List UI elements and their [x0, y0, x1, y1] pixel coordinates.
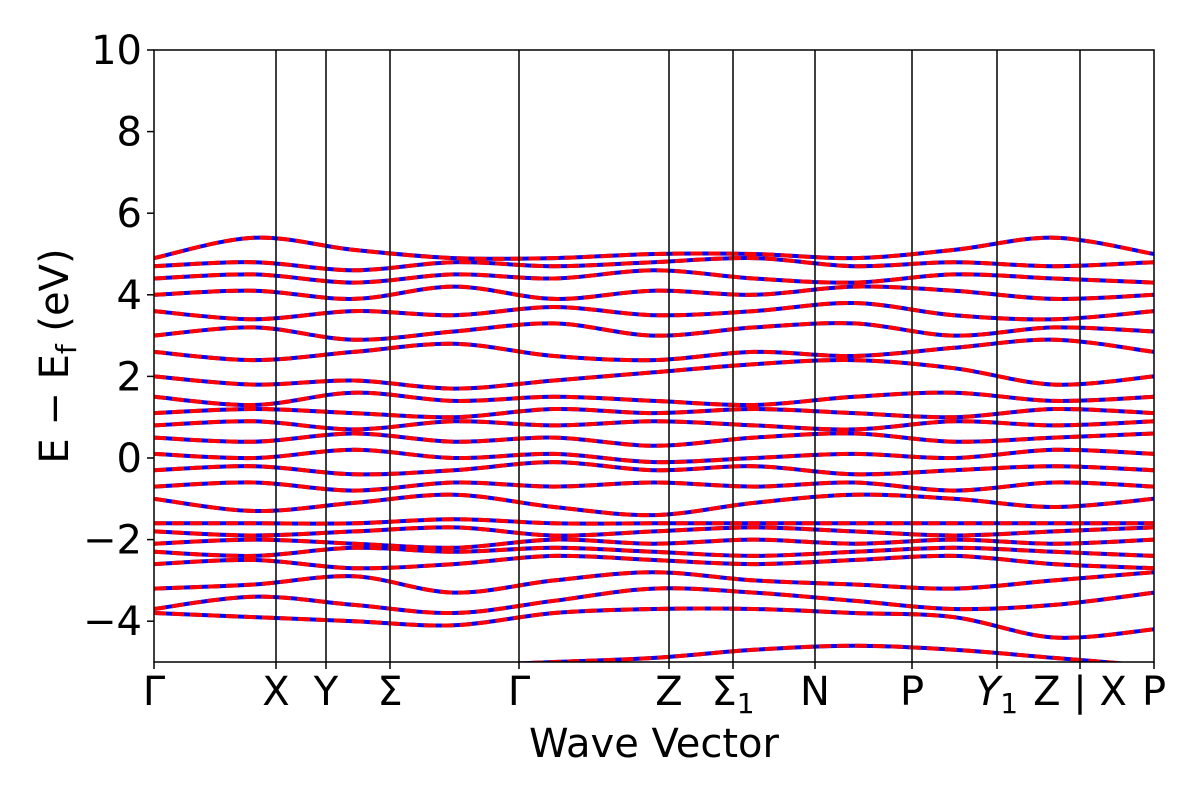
band-line-primary: [154, 321, 1154, 342]
y-axis-label-sub: f: [50, 343, 83, 354]
x-tick-label: Σ: [377, 669, 402, 715]
y-tick-label: 0: [117, 436, 142, 482]
x-tick-label: N: [800, 669, 830, 715]
band-line-primary: [154, 390, 1154, 408]
band-line-primary: [154, 268, 1154, 285]
y-axis-label-unit: (eV): [32, 248, 78, 344]
x-tick-label-main: X: [262, 669, 289, 715]
band-line-secondary: [154, 606, 1154, 640]
band-line-primary: [154, 235, 1154, 261]
plot-frame: [153, 49, 1155, 663]
band-line-primary: [154, 431, 1154, 448]
band-line-primary: [154, 256, 1154, 273]
band-line-primary: [154, 300, 1154, 322]
band-line-primary: [154, 460, 1154, 477]
bands-layer: [154, 235, 1154, 662]
band-line-primary: [505, 643, 1129, 662]
y-tick-label: −2: [83, 518, 142, 564]
x-tick-label-main: N: [800, 669, 830, 715]
x-tick-label: Y: [313, 669, 339, 715]
band-line-primary: [154, 545, 1154, 558]
x-tick-label: Σ1: [711, 669, 754, 720]
band-line-primary: [154, 570, 1154, 595]
x-tick-label: P: [900, 669, 924, 715]
band-line-primary: [154, 517, 1154, 526]
y-tick-label: 10: [91, 28, 142, 74]
x-tick-label-main: Σ: [711, 669, 736, 715]
y-axis-label-main: E − E: [32, 354, 78, 464]
band-line-primary: [154, 406, 1154, 420]
x-tick-label-sub: 1: [1000, 687, 1018, 720]
x-tick-label: P: [1142, 669, 1166, 715]
band-line-primary: [154, 480, 1154, 493]
y-tick-label: −4: [83, 599, 142, 645]
x-tick-label-main: Z: [655, 669, 682, 715]
x-tick-label: Y1: [976, 669, 1018, 720]
band-line-primary: [154, 525, 1154, 538]
x-tick-label-main: Γ: [508, 669, 531, 715]
y-axis-ticks: −4 −2 0 2 4 6 8 10: [83, 28, 154, 645]
x-tick-label: Z: [655, 669, 682, 715]
x-tick-label: Γ: [508, 669, 531, 715]
band-line-primary: [154, 284, 1154, 301]
x-tick-label: X: [262, 669, 289, 715]
x-tick-label-main: P: [900, 669, 924, 715]
x-tick-label: Z | X: [1033, 669, 1127, 715]
band-line-primary: [154, 553, 1154, 571]
band-line-primary: [154, 492, 1154, 518]
y-tick-label: 4: [117, 273, 142, 319]
x-tick-label-main: Z | X: [1033, 669, 1127, 715]
x-tick-label-main: Y: [313, 669, 339, 715]
band-line-primary: [154, 419, 1154, 432]
band-line-primary: [154, 606, 1154, 640]
x-tick-label-main: Σ: [377, 669, 402, 715]
band-line-primary: [154, 537, 1154, 550]
band-line-primary: [154, 337, 1154, 363]
x-tick-label-main: P: [1142, 669, 1166, 715]
x-tick-label-sub: 1: [737, 687, 755, 720]
y-axis-label: E − Ef (eV): [32, 248, 83, 463]
kpoint-lines: [275, 50, 1081, 662]
y-tick-label: 6: [117, 191, 142, 237]
x-tick-label: Γ: [143, 669, 166, 715]
x-axis-label: Wave Vector: [529, 721, 780, 767]
band-line-primary: [154, 586, 1154, 616]
band-line-primary: [154, 357, 1154, 391]
band-line-secondary: [505, 643, 1129, 662]
band-line-secondary: [154, 447, 1154, 465]
y-tick-label: 2: [117, 354, 142, 400]
band-line-primary: [154, 447, 1154, 465]
x-tick-label-main: Y: [976, 669, 1004, 715]
x-tick-label-main: Γ: [143, 669, 166, 715]
y-tick-label: 8: [117, 110, 142, 156]
